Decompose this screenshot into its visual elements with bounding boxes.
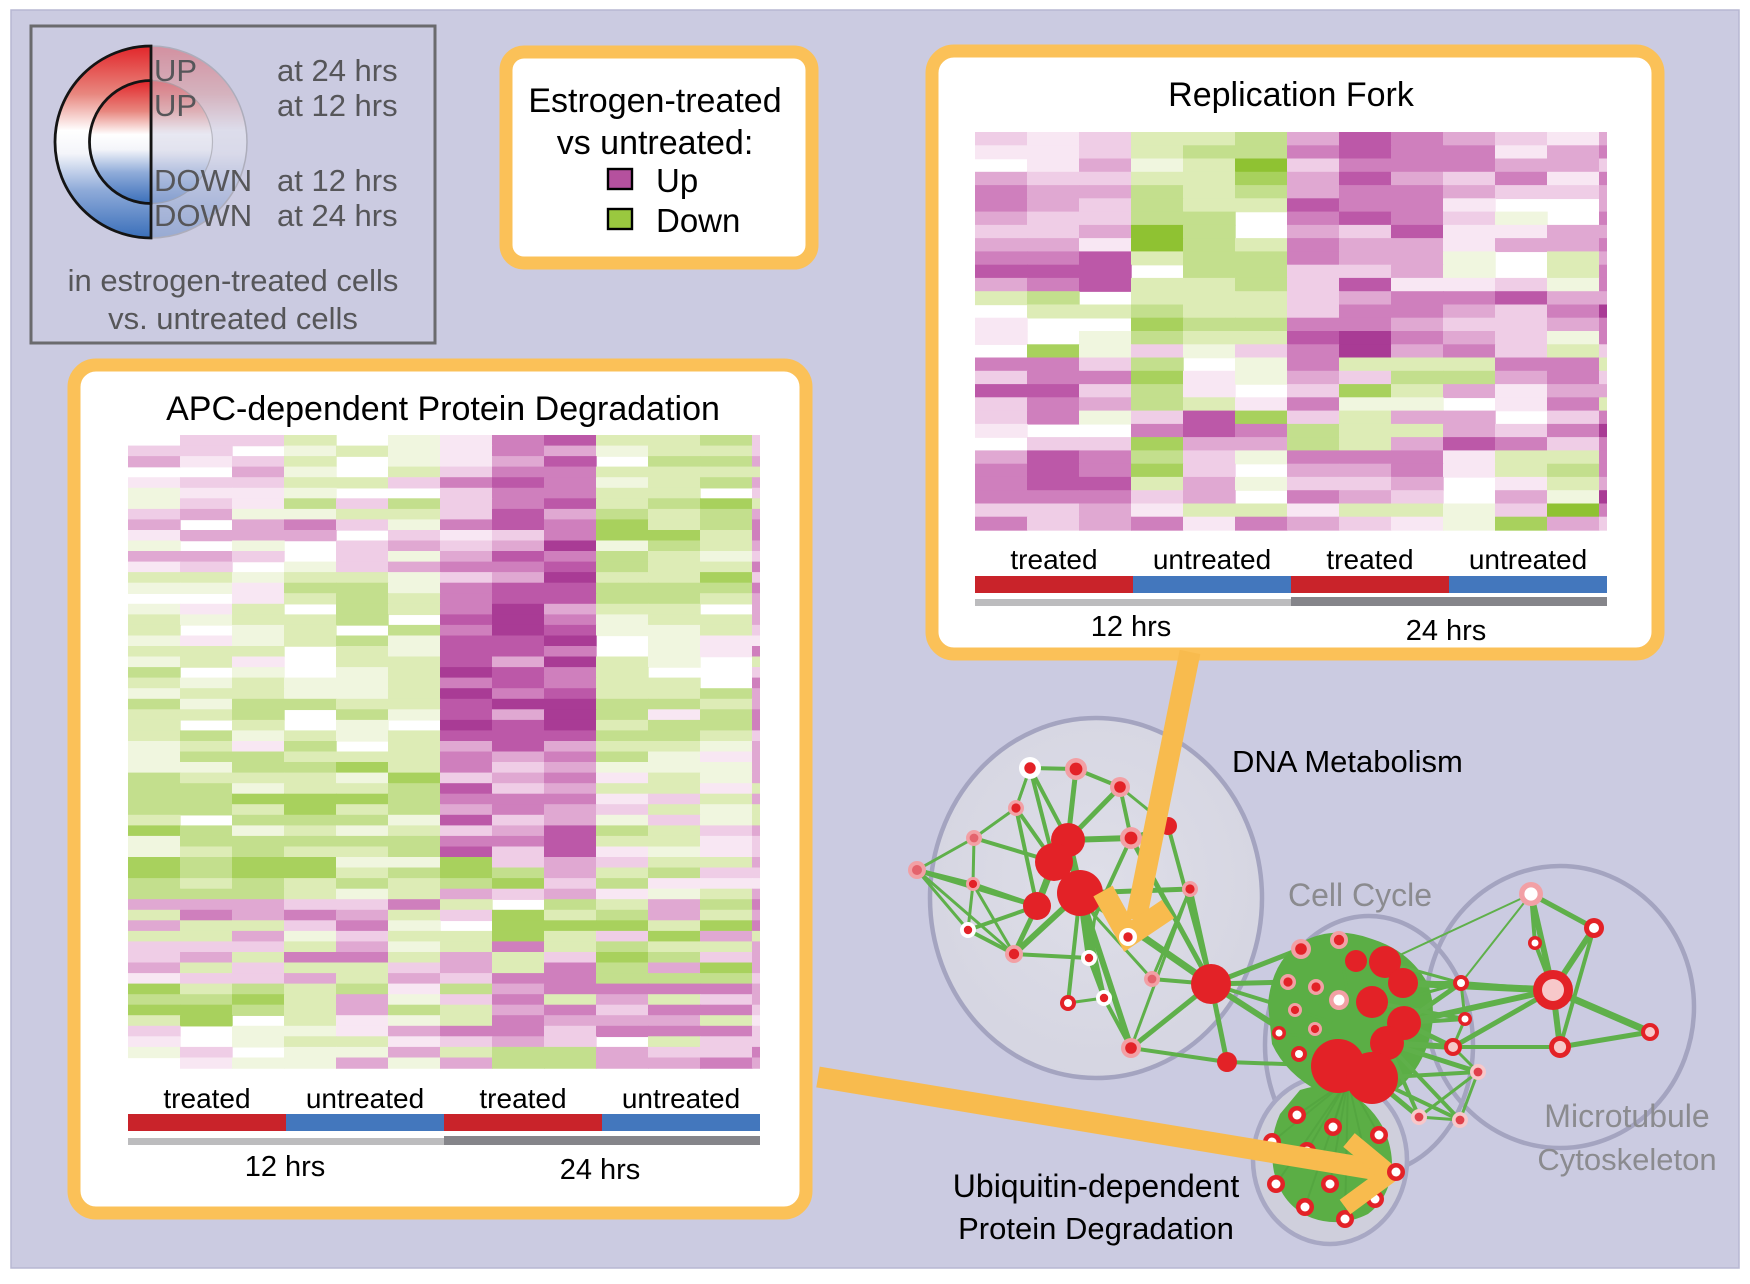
svg-text:12 hrs: 12 hrs	[245, 1151, 326, 1183]
svg-text:untreated: untreated	[306, 1083, 424, 1114]
svg-text:untreated: untreated	[1469, 544, 1587, 575]
svg-text:at 24 hrs: at 24 hrs	[277, 53, 398, 88]
svg-text:treated: treated	[1010, 544, 1097, 575]
svg-text:treated: treated	[479, 1083, 566, 1114]
svg-text:UP: UP	[154, 53, 197, 88]
svg-text:DOWN: DOWN	[154, 198, 252, 233]
svg-text:vs untreated:: vs untreated:	[557, 124, 754, 162]
svg-text:Cell Cycle: Cell Cycle	[1288, 877, 1432, 913]
svg-text:untreated: untreated	[1153, 544, 1271, 575]
svg-text:treated: treated	[1326, 544, 1413, 575]
svg-text:untreated: untreated	[622, 1083, 740, 1114]
svg-text:Cytoskeleton: Cytoskeleton	[1537, 1142, 1716, 1177]
svg-text:at 12 hrs: at 12 hrs	[277, 163, 398, 198]
svg-text:Estrogen-treated: Estrogen-treated	[528, 82, 781, 120]
svg-text:DNA Metabolism: DNA Metabolism	[1232, 744, 1463, 779]
svg-text:Protein Degradation: Protein Degradation	[958, 1211, 1234, 1246]
svg-text:Replication Fork: Replication Fork	[1168, 76, 1415, 114]
svg-text:Up: Up	[656, 162, 698, 199]
svg-text:24 hrs: 24 hrs	[560, 1154, 641, 1186]
svg-text:at 12 hrs: at 12 hrs	[277, 88, 398, 123]
svg-text:in estrogen-treated cells: in estrogen-treated cells	[68, 263, 399, 298]
svg-text:APC-dependent Protein Degradat: APC-dependent Protein Degradation	[166, 390, 720, 428]
svg-text:Down: Down	[656, 202, 740, 239]
svg-text:Microtubule: Microtubule	[1544, 1098, 1709, 1134]
svg-text:UP: UP	[154, 88, 197, 123]
svg-text:24 hrs: 24 hrs	[1406, 615, 1487, 647]
svg-text:at 24 hrs: at 24 hrs	[277, 198, 398, 233]
svg-text:Ubiquitin-dependent: Ubiquitin-dependent	[953, 1168, 1240, 1204]
svg-text:12 hrs: 12 hrs	[1091, 611, 1172, 643]
svg-text:vs. untreated cells: vs. untreated cells	[108, 301, 358, 336]
svg-text:DOWN: DOWN	[154, 163, 252, 198]
svg-text:treated: treated	[163, 1083, 250, 1114]
